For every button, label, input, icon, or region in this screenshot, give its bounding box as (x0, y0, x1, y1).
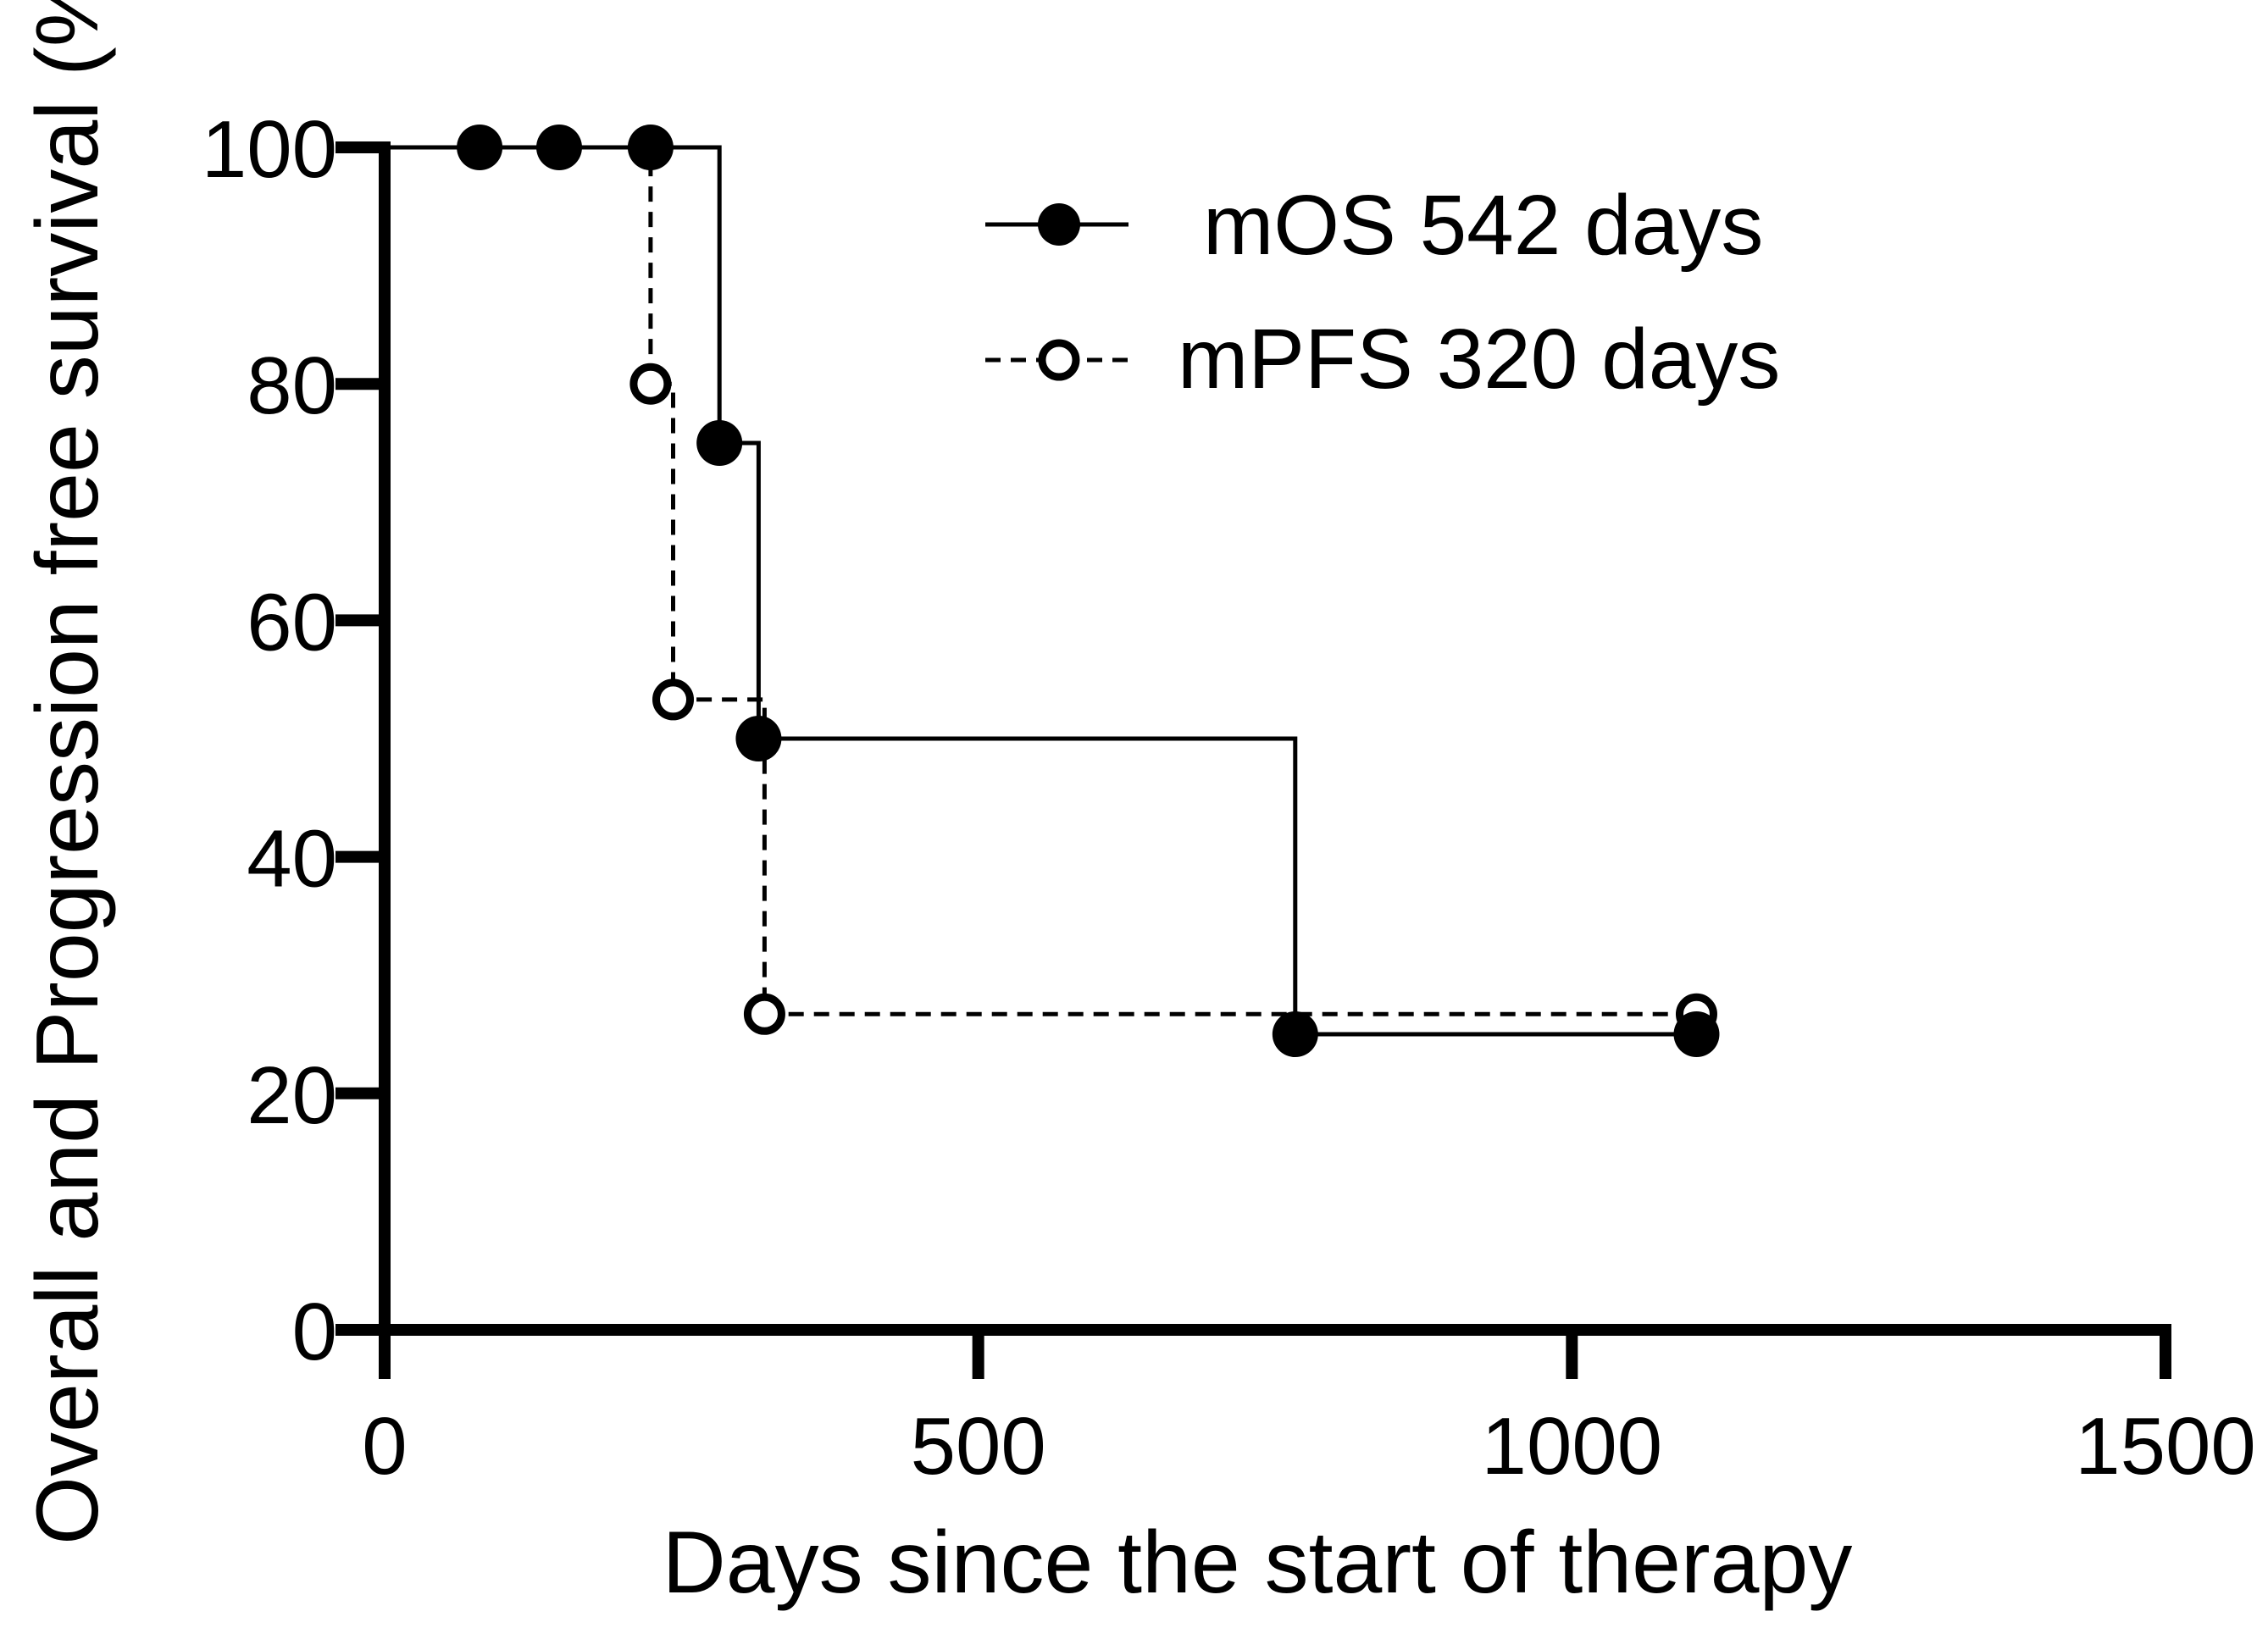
data-point-os (627, 125, 674, 170)
y-tick-label: 20 (247, 1050, 337, 1141)
ticks: 0 500 1000 1500 0 20 40 60 80 100 (202, 104, 2256, 1492)
data-point-pfs (743, 993, 785, 1035)
data-point-os (735, 716, 782, 761)
x-axis-title: Days since the start of therapy (663, 1514, 1853, 1612)
axes (379, 141, 2171, 1336)
data-point-pfs (629, 363, 672, 405)
x-tick-label: 1000 (1482, 1401, 1663, 1492)
data-point-pfs (652, 678, 695, 721)
legend-label-os: mOS 542 days (1203, 178, 1763, 273)
data-point-os (535, 125, 582, 170)
y-tick-label: 60 (247, 577, 337, 667)
data-point-os (457, 125, 503, 170)
series-layer (385, 125, 1720, 1057)
y-axis-title: Overall and Progression free survival (%… (19, 0, 117, 1545)
data-point-os (1673, 1011, 1720, 1057)
series-line-os (385, 145, 1697, 1037)
legend-marker-os (1038, 203, 1080, 246)
legend-item-os: mOS 542 days (985, 178, 1763, 273)
y-tick-label: 40 (247, 814, 337, 905)
data-point-os (1272, 1011, 1318, 1057)
legend-label-pfs: mPFS 320 days (1178, 312, 1780, 407)
y-tick-label: 100 (202, 104, 337, 195)
x-tick-label: 500 (911, 1401, 1046, 1492)
data-point-os (696, 420, 743, 466)
legend: mOS 542 days mPFS 320 days (985, 178, 1780, 407)
y-tick-label: 80 (247, 341, 337, 431)
legend-marker-pfs (1038, 339, 1080, 381)
x-tick-label: 0 (362, 1401, 407, 1492)
y-tick-label: 0 (292, 1287, 337, 1377)
x-tick-label: 1500 (2075, 1401, 2256, 1492)
series-line-pfs (385, 145, 1697, 1016)
legend-item-pfs: mPFS 320 days (985, 312, 1780, 407)
